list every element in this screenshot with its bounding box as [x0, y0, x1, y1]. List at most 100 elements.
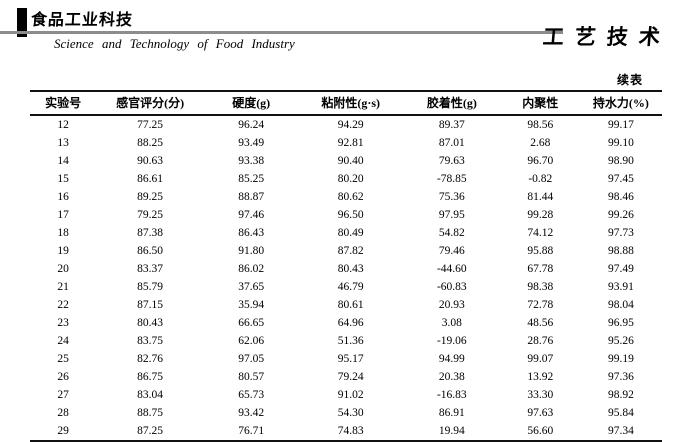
masthead-logo-bar	[17, 8, 27, 37]
cell: 92.81	[337, 137, 364, 149]
cell: 96.70	[527, 155, 554, 167]
cell: 85.79	[137, 281, 164, 293]
cell: 20.38	[438, 371, 465, 383]
cell: 74.12	[527, 227, 554, 239]
cell: 80.57	[238, 371, 265, 383]
cell: 83.37	[137, 263, 164, 275]
cell: 95.88	[527, 245, 554, 257]
cell: 14	[57, 155, 69, 167]
cell: 88.75	[137, 407, 164, 419]
cell: 27	[57, 389, 69, 401]
cell: 97.63	[527, 407, 554, 419]
cell: 86.43	[238, 227, 265, 239]
cell: 91.80	[238, 245, 265, 257]
cell: 96.95	[607, 317, 634, 329]
cell: 13	[57, 137, 69, 149]
table-row: 18 87.38 86.43 80.49 54.82 74.12 97.73	[30, 224, 662, 242]
column-header: 内聚性	[500, 91, 580, 116]
table-row: 24 83.75 62.06 51.36 -19.06 28.76 95.26	[30, 332, 662, 350]
cell: 56.60	[527, 425, 554, 437]
cell: 98.56	[527, 119, 554, 131]
cell: 93.38	[238, 155, 265, 167]
cell: 80.49	[337, 227, 364, 239]
cell: 93.49	[238, 137, 265, 149]
table-header-row: 实验号 感官评分(分) 硬度(g) 粘附性(g·s) 胶着性(g) 内聚性 持水力(%)	[30, 91, 662, 116]
cell: 80.20	[337, 173, 364, 185]
table-row: 12 77.25 96.24 94.29 89.37 98.56 99.17	[30, 115, 662, 134]
cell: 86.61	[137, 173, 164, 185]
cell: 19	[57, 245, 69, 257]
cell: 51.36	[337, 335, 364, 347]
cell: 97.95	[438, 209, 465, 221]
column-header: 硬度(g)	[203, 91, 299, 116]
cell: 97.49	[607, 263, 634, 275]
cell: 86.50	[137, 245, 164, 257]
cell: 81.44	[527, 191, 554, 203]
column-header: 胶着性(g)	[402, 91, 501, 116]
cell: 54.30	[337, 407, 364, 419]
cell: 48.56	[527, 317, 554, 329]
cell: 97.05	[238, 353, 265, 365]
cell: 96.50	[337, 209, 364, 221]
cell: 89.37	[438, 119, 465, 131]
cell: 86.91	[438, 407, 465, 419]
cell: 83.04	[137, 389, 164, 401]
cell: 21	[57, 281, 69, 293]
data-table: 实验号 感官评分(分) 硬度(g) 粘附性(g·s) 胶着性(g) 内聚性 持水力(%) 1…	[30, 90, 662, 442]
table-row: 28 88.75 93.42 54.30 86.91 97.63 95.84	[30, 404, 662, 422]
cell: 87.82	[337, 245, 364, 257]
cell: 88.25	[137, 137, 164, 149]
column-header: 实验号	[30, 91, 97, 116]
cell: 77.25	[137, 119, 164, 131]
cell: 87.01	[438, 137, 465, 149]
table-body: 12 77.25 96.24 94.29 89.37 98.56 99.17 13 88.25 9…	[30, 115, 662, 441]
cell: 95.17	[337, 353, 364, 365]
masthead-rule	[0, 31, 563, 34]
cell: 97.36	[607, 371, 634, 383]
cell: 99.17	[607, 119, 634, 131]
cell: 85.25	[238, 173, 265, 185]
cell: 95.84	[607, 407, 634, 419]
cell: 20.93	[438, 299, 465, 311]
cell: 86.02	[238, 263, 265, 275]
cell: 23	[57, 317, 69, 329]
cell: 66.65	[238, 317, 265, 329]
cell: -0.82	[528, 173, 553, 185]
cell: 90.40	[337, 155, 364, 167]
cell: 90.63	[137, 155, 164, 167]
cell: 80.43	[337, 263, 364, 275]
cell: 97.73	[607, 227, 634, 239]
table-header: 实验号 感官评分(分) 硬度(g) 粘附性(g·s) 胶着性(g) 内聚性 持水力(%)	[30, 91, 662, 116]
cell: 3.08	[441, 317, 462, 329]
cell: 12	[57, 119, 69, 131]
cell: 94.99	[438, 353, 465, 365]
table-row: 20 83.37 86.02 80.43 -44.60 67.78 97.49	[30, 260, 662, 278]
cell: 75.36	[438, 191, 465, 203]
cell: 98.92	[607, 389, 634, 401]
cell: 79.63	[438, 155, 465, 167]
cell: 33.30	[527, 389, 554, 401]
column-header: 粘附性(g·s)	[298, 91, 403, 116]
cell: 95.26	[607, 335, 634, 347]
cell: 65.73	[238, 389, 265, 401]
cell: 2.68	[530, 137, 551, 149]
table-row: 14 90.63 93.38 90.40 79.63 96.70 98.90	[30, 152, 662, 170]
table-row: 13 88.25 93.49 92.81 87.01 2.68 99.10	[30, 134, 662, 152]
cell: 20	[57, 263, 69, 275]
cell: 64.96	[337, 317, 364, 329]
cell: 97.45	[607, 173, 634, 185]
cell: 76.71	[238, 425, 265, 437]
journal-logo-cn: 食品工业科技	[30, 6, 138, 34]
cell: 93.91	[607, 281, 634, 293]
cell: 17	[57, 209, 69, 221]
cell: -60.83	[436, 281, 467, 293]
cell: 99.10	[607, 137, 634, 149]
cell: 28	[57, 407, 69, 419]
cell: 98.90	[607, 155, 634, 167]
column-header: 感官评分(分)	[96, 91, 204, 116]
cell: 97.34	[607, 425, 634, 437]
cell: -44.60	[436, 263, 467, 275]
continued-table-label: 续表	[616, 73, 643, 87]
cell: 98.88	[607, 245, 634, 257]
cell: -78.85	[436, 173, 467, 185]
